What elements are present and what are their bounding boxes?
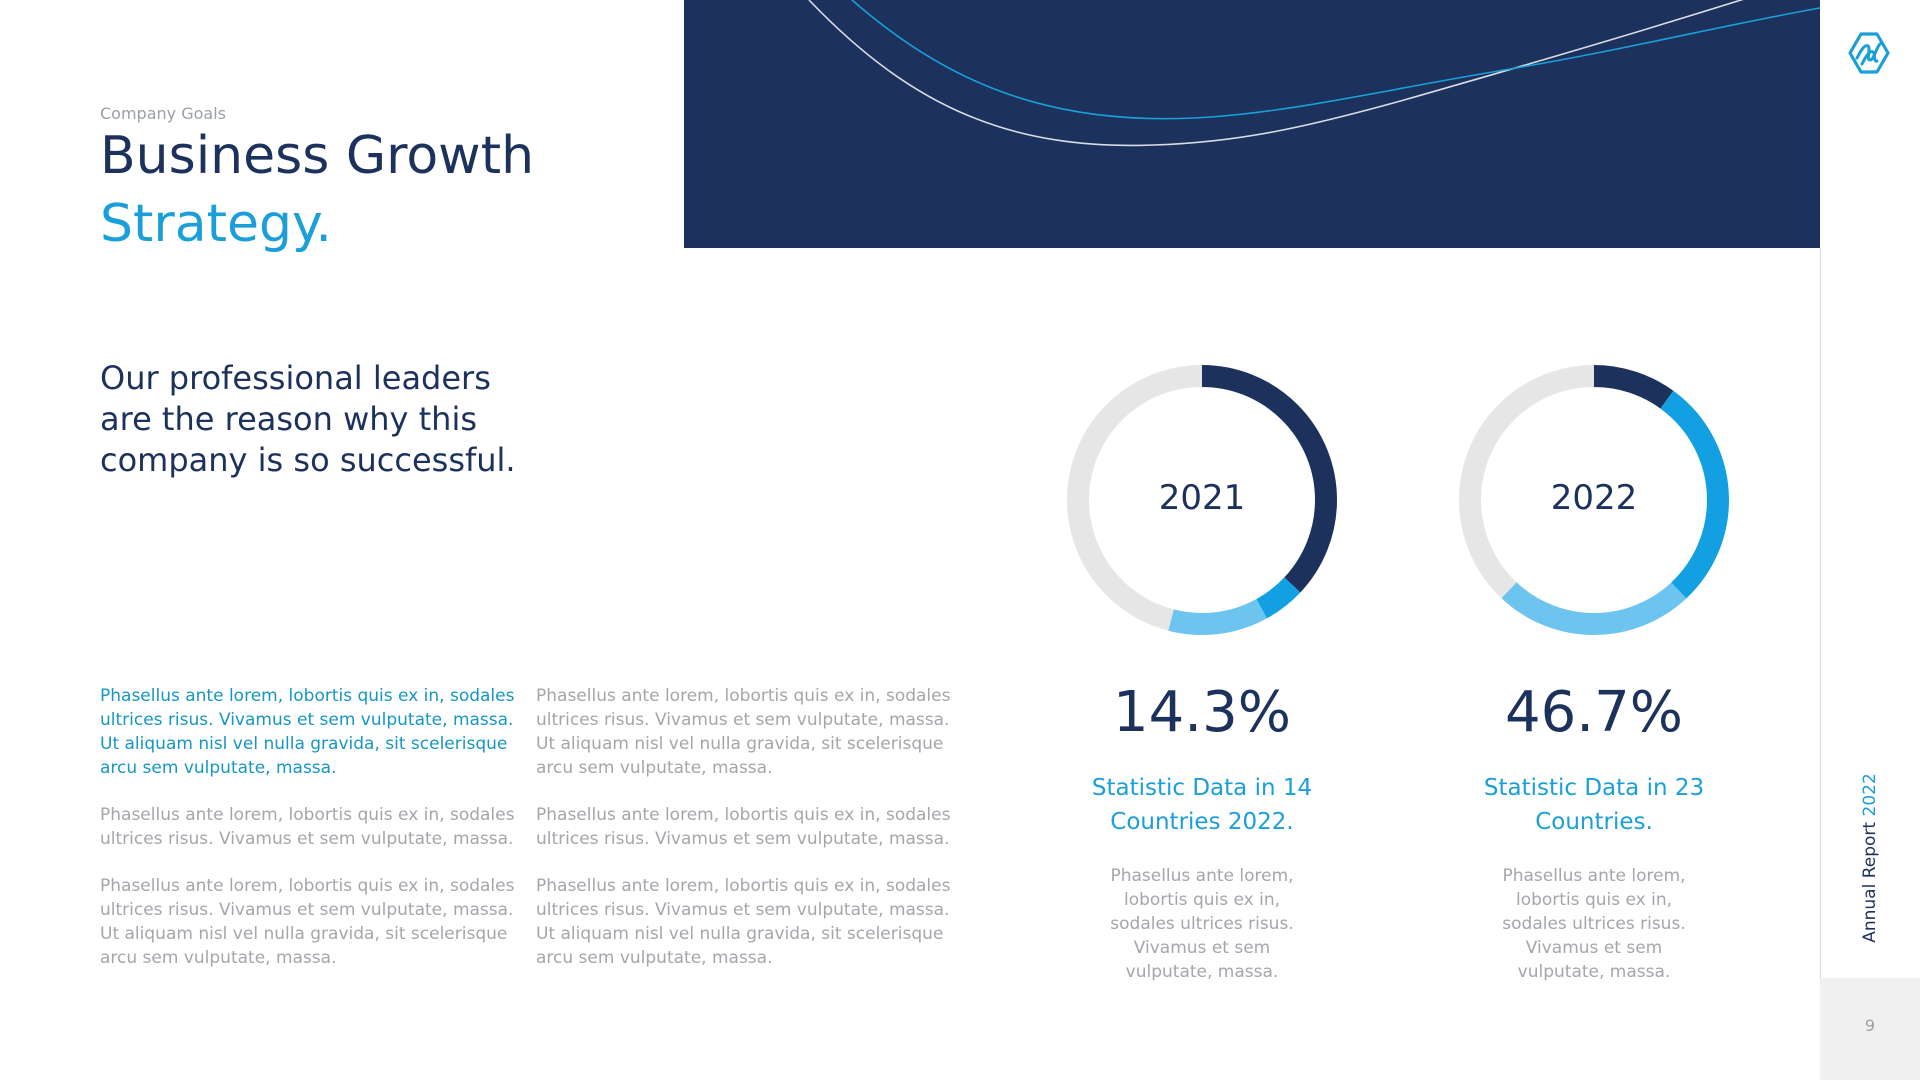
banner-wave-decoration xyxy=(808,0,1820,147)
donut-segment-3 xyxy=(1459,365,1729,635)
donut-segment-3 xyxy=(1067,365,1337,635)
page-title-line1: Business Growth xyxy=(100,126,535,186)
paragraph-col2-3: Phasellus ante lorem, lobortis quis ex i… xyxy=(536,876,951,968)
donut-segment-4 xyxy=(1459,365,1729,635)
stat-title-2022: Statistic Data in 23 Countries. xyxy=(1483,775,1705,835)
donut-segment-2 xyxy=(1459,365,1729,635)
rail-divider xyxy=(1820,248,1821,978)
paragraph-col1-1: Phasellus ante lorem, lobortis quis ex i… xyxy=(100,686,515,778)
donut-center-label-2022: 2022 xyxy=(1550,478,1638,518)
donut-segment-4 xyxy=(1067,365,1337,635)
paragraph-col2-2: Phasellus ante lorem, lobortis quis ex i… xyxy=(536,805,951,849)
paragraph-col2-1: Phasellus ante lorem, lobortis quis ex i… xyxy=(536,686,951,778)
right-rail xyxy=(1820,0,1920,1080)
annual-report-label-main: Annual Report xyxy=(1860,816,1880,943)
paragraph-col1-2: Phasellus ante lorem, lobortis quis ex i… xyxy=(100,805,515,849)
header-banner xyxy=(684,0,1820,248)
donut-chart-2021 xyxy=(1067,365,1337,635)
stat-title-2021: Statistic Data in 14 Countries 2022. xyxy=(1091,775,1313,835)
lead-statement: Our professional leaders are the reason … xyxy=(100,359,516,479)
big-value-2022: 46.7% xyxy=(1505,680,1683,745)
page-title-line2: Strategy. xyxy=(100,194,332,254)
big-value-2021: 14.3% xyxy=(1113,680,1291,745)
rail-footer xyxy=(1820,978,1920,1080)
eyebrow-text: Company Goals xyxy=(100,104,226,123)
donut-chart-2022 xyxy=(1459,365,1729,635)
annual-report-label-year: 2022 xyxy=(1860,773,1880,817)
stat-description-2022: Phasellus ante lorem, lobortis quis ex i… xyxy=(1502,866,1686,982)
annual-report-label: Annual Report 2022 xyxy=(1860,773,1880,943)
wave-hexagon-logo-icon xyxy=(1848,32,1890,74)
donut-center-label-2021: 2021 xyxy=(1158,478,1246,518)
stat-description-2021: Phasellus ante lorem, lobortis quis ex i… xyxy=(1110,866,1294,982)
paragraph-col1-3: Phasellus ante lorem, lobortis quis ex i… xyxy=(100,876,515,968)
page-number: 9 xyxy=(1864,1016,1876,1035)
